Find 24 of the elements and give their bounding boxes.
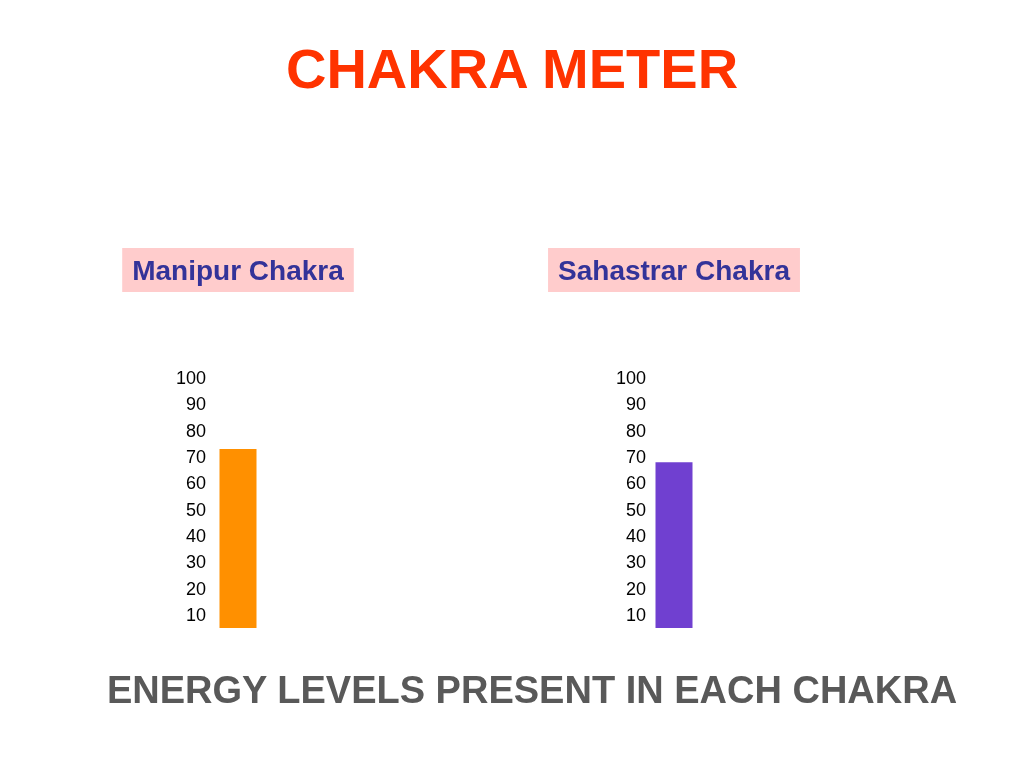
y2-tick-label: 70 <box>625 446 646 467</box>
y-tick-label: 30 <box>185 552 206 573</box>
y2-tick-label: 50 <box>625 499 646 520</box>
y2-tick-label: 80 <box>625 420 646 441</box>
x-tick-label: Sahastrar Chakra <box>558 254 791 286</box>
y-tick-label: 20 <box>185 578 206 599</box>
y2-tick-label: 30 <box>625 552 646 573</box>
y2-tick-label: 10 <box>625 604 646 625</box>
y-tick-label: 10 <box>185 604 206 625</box>
y2-tick-label: 40 <box>625 525 646 546</box>
chart-title: CHAKRA METER <box>285 36 739 100</box>
y2-tick-label: 60 <box>625 473 646 494</box>
y2-tick-label: 90 <box>625 394 646 415</box>
y-tick-label: 50 <box>185 499 206 520</box>
y2-tick-label: 100 <box>615 368 646 388</box>
text: ENERGY LEVELS PRESENT IN EACH CHAKRA <box>106 669 958 711</box>
y-tick-label: 60 <box>185 473 206 494</box>
y-tick-label: 80 <box>185 420 206 441</box>
y-tick-label: 40 <box>185 525 206 546</box>
y-tick-label: 100 <box>175 368 206 388</box>
y-tick-label: 90 <box>185 394 206 415</box>
y2-tick-label: 20 <box>625 578 646 599</box>
y-tick-label: 70 <box>185 446 206 467</box>
x-tick-label: Manipur Chakra <box>132 254 345 286</box>
